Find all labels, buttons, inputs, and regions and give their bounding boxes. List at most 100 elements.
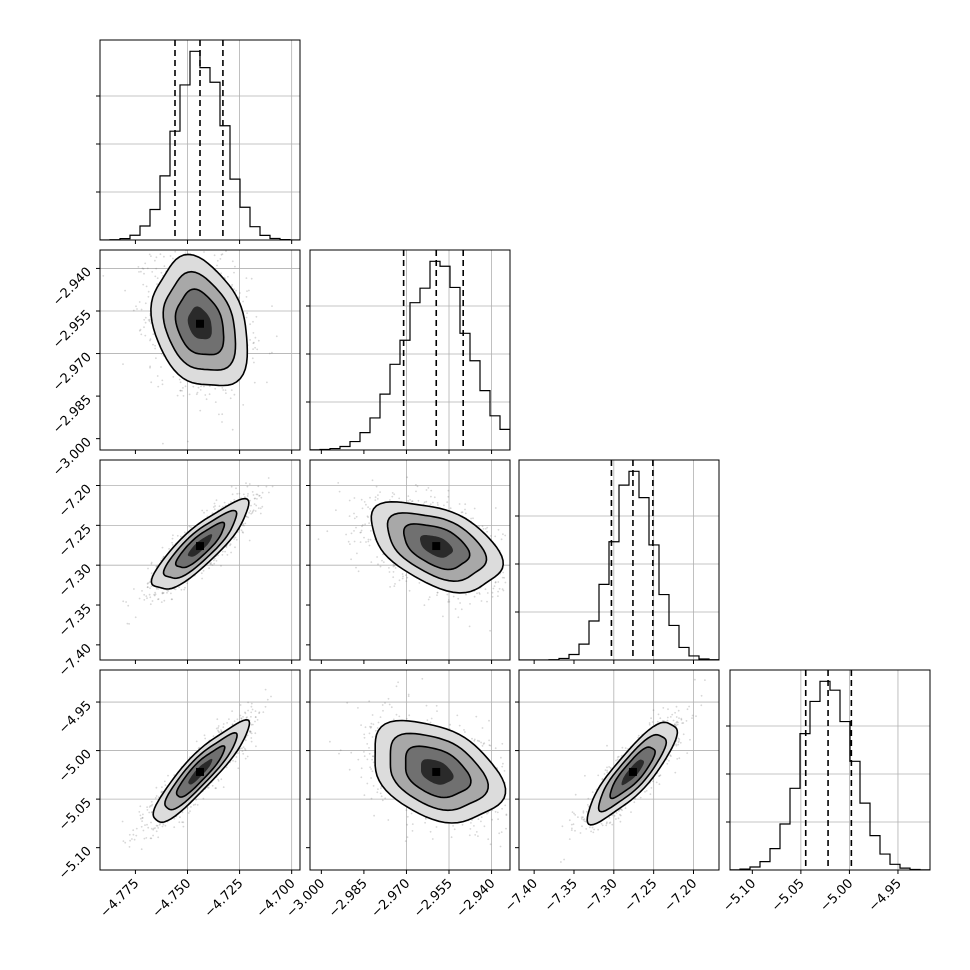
panel-frame [309,249,511,451]
scatter-point [143,837,146,840]
scatter-point [188,393,191,396]
scatter-point [152,828,155,831]
scatter-point [195,393,198,396]
scatter-point [146,597,148,600]
scatter-point [192,385,195,388]
scatter-point [229,544,231,547]
scatter-point [163,255,165,258]
scatter-point [152,333,155,335]
scatter-point [255,745,257,748]
scatter-point [447,599,450,601]
scatter-point [254,497,256,500]
scatter-point [235,538,238,541]
scatter-point [260,496,263,499]
scatter-point [197,386,200,389]
scatter-point [222,723,225,725]
scatter-point [172,257,174,260]
scatter-point [200,385,202,388]
scatter-point [221,253,224,256]
scatter-point [214,787,217,790]
scatter-point [245,316,248,319]
scatter-point [249,730,252,733]
scatter-point [242,493,245,496]
scatter-point [244,747,246,750]
y-tick-label: −7.20 [56,482,95,521]
scatter-point [247,493,249,495]
scatter-point [150,585,153,587]
scatter-point [213,502,216,505]
scatter-point [268,491,270,494]
scatter-point [249,323,252,326]
scatter-point [242,404,245,406]
scatter-point [423,604,426,607]
scatter-point [443,504,445,507]
scatter-point [382,561,385,564]
scatter-point [436,591,439,594]
scatter-point [161,546,164,549]
scatter-point [368,544,371,547]
y-tick-label: −2.955 [50,307,95,352]
scatter-point [464,512,467,515]
scatter-point [137,266,140,268]
scatter-point [248,483,251,485]
scatter-point [472,517,474,520]
scatter-point [392,576,395,579]
scatter-point [376,498,379,500]
scatter-panel-1-0: −3.000−2.985−2.970−2.955−2.940 [50,249,301,479]
scatter-point [257,507,260,509]
scatter-point [286,451,288,453]
scatter-point [180,588,183,591]
scatter-point [486,526,489,529]
scatter-point [353,512,355,515]
scatter-point [256,498,258,500]
scatter-point [233,288,236,290]
scatter-point [363,501,366,503]
scatter-point [231,493,234,496]
scatter-point [497,595,499,597]
scatter-point [220,253,223,256]
scatter-point [147,290,150,293]
scatter-point [176,394,179,397]
scatter-point [162,592,164,595]
scatter-point [154,344,157,347]
scatter-point [427,487,430,489]
scatter-point [465,593,467,596]
scatter-point [161,383,164,386]
scatter-point [254,336,257,339]
scatter-point [213,508,216,511]
scatter-point [135,827,138,830]
scatter-point [154,275,157,278]
scatter-point [402,575,404,578]
scatter-point [142,283,145,286]
scatter-panel-2-1 [306,459,511,664]
scatter-point [492,587,495,590]
scatter-point [231,710,234,712]
scatter-point [406,576,409,579]
scatter-point [160,366,162,368]
scatter-point [233,393,236,396]
scatter-point [142,267,145,270]
scatter-point [216,718,219,721]
scatter-point [204,394,207,396]
scatter-point [394,583,396,585]
scatter-point [250,711,253,714]
scatter-point [136,308,138,310]
scatter-point [255,315,258,318]
scatter-point [247,709,250,712]
scatter-point [220,272,223,275]
scatter-point [170,598,173,601]
scatter-point [317,538,320,541]
scatter-point [251,357,254,360]
scatter-point [469,603,471,605]
scatter-point [391,492,394,494]
scatter-point [489,535,492,537]
scatter-point [366,515,369,518]
scatter-point [359,541,362,543]
scatter-point [242,752,245,755]
scatter-point [251,708,254,711]
scatter-point [252,509,255,512]
scatter-point [355,515,358,518]
scatter-point [231,428,234,431]
scatter-point [348,499,351,502]
scatter-point [238,296,240,298]
